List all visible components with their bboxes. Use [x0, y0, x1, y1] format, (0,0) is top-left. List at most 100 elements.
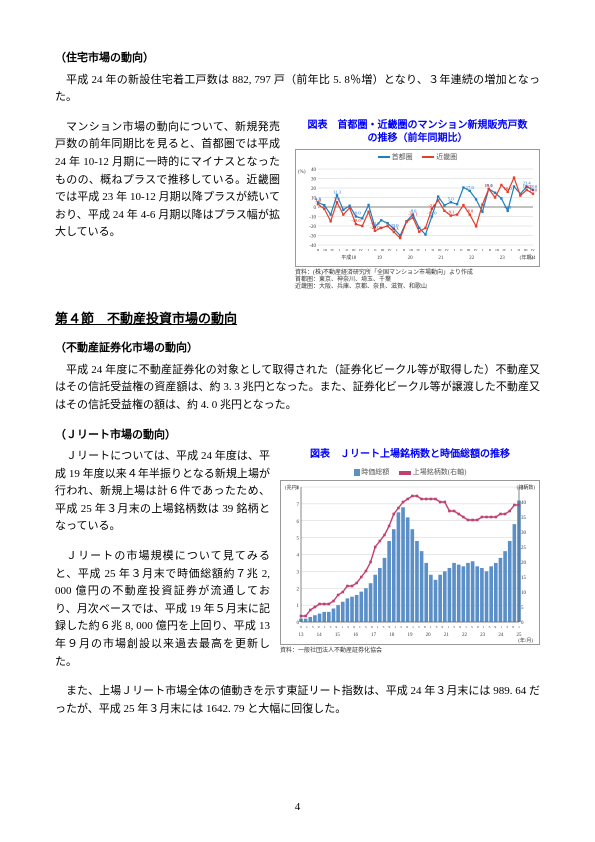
svg-text:17: 17	[371, 633, 377, 638]
svg-text:(年期): (年期)	[520, 254, 534, 261]
svg-text:16: 16	[353, 633, 359, 638]
svg-text:1: 1	[377, 625, 379, 629]
svg-text:1: 1	[359, 625, 361, 629]
heading-securitization: （不動産証券化市場の動向）	[55, 340, 540, 358]
svg-text:5: 5	[489, 625, 491, 629]
svg-text:IV: IV	[445, 248, 449, 252]
svg-text:III: III	[438, 248, 442, 252]
svg-text:III: III	[381, 248, 385, 252]
svg-text:5: 5	[312, 625, 314, 629]
chart2-container: 図表 Ｊリート上場銘柄数と時価総額の推移 時価総額 上場銘柄数(右軸) 0123…	[280, 448, 540, 655]
svg-text:3.0: 3.0	[315, 198, 321, 203]
svg-text:9: 9	[300, 625, 302, 629]
svg-text:20: 20	[311, 187, 317, 192]
svg-text:I: I	[396, 248, 398, 252]
svg-text:1: 1	[483, 625, 485, 629]
chart1-title-l1: 図表 首都圏・近畿圏のマンション新規販売戸数	[308, 120, 528, 131]
svg-text:9: 9	[389, 625, 391, 629]
svg-text:II: II	[345, 248, 348, 252]
svg-text:5: 5	[365, 625, 367, 629]
svg-text:20: 20	[408, 256, 414, 261]
para-jreit-3: また、上場Ｊリート市場全体の値動きを示す東証リート指数は、平成 24 年３月末に…	[55, 683, 540, 718]
svg-text:-20: -20	[309, 225, 316, 230]
svg-text:20: 20	[426, 633, 432, 638]
svg-text:III: III	[524, 248, 528, 252]
svg-text:I: I	[339, 248, 341, 252]
para-jreit-1: Ｊリートについては、平成 24 年度は、平成 19 年度以来４年半振りとなる新規…	[55, 448, 270, 536]
svg-text:9: 9	[318, 625, 320, 629]
svg-text:II: II	[317, 248, 320, 252]
svg-text:17.0: 17.0	[466, 185, 475, 190]
svg-text:3: 3	[297, 571, 300, 576]
svg-text:-9.1: -9.1	[447, 210, 454, 215]
heading-housing: （住宅市場の動向）	[55, 50, 540, 68]
section4-title: 第４節 不動産投資市場の動向	[55, 309, 540, 330]
svg-text:I: I	[511, 248, 513, 252]
svg-text:IV: IV	[330, 248, 334, 252]
svg-text:-18.0: -18.0	[351, 218, 361, 223]
svg-text:5: 5	[471, 625, 473, 629]
svg-text:III: III	[352, 248, 356, 252]
svg-text:IV: IV	[474, 248, 478, 252]
svg-text:5.0: 5.0	[334, 196, 340, 201]
svg-text:21: 21	[438, 256, 444, 261]
jreit-two-col: Ｊリートについては、平成 24 年度は、平成 19 年度以来４年半振りとなる新規…	[55, 448, 540, 683]
svg-text:5.0: 5.0	[448, 196, 454, 201]
svg-text:5: 5	[418, 625, 420, 629]
svg-text:5: 5	[453, 625, 455, 629]
svg-text:5: 5	[383, 625, 385, 629]
jreit-text-col: Ｊリートについては、平成 24 年度は、平成 19 年度以来４年半振りとなる新規…	[55, 448, 270, 683]
svg-text:9: 9	[424, 625, 426, 629]
svg-text:25: 25	[521, 546, 527, 551]
svg-text:IV: IV	[359, 248, 363, 252]
svg-text:5: 5	[330, 625, 332, 629]
housing-text-col: マンション市場の動向について、新規発売戸数の前年同期比を見ると、首都圏では平成 …	[55, 119, 280, 254]
para-jreit-2: Ｊリートの市場規模について見てみると、平成 25 年３月末で時価総額約７兆 2,…	[55, 548, 270, 671]
svg-text:40: 40	[311, 168, 317, 173]
svg-text:-11.1: -11.1	[408, 212, 417, 217]
svg-text:16.0: 16.0	[504, 186, 513, 191]
svg-text:22: 22	[462, 633, 468, 638]
svg-text:-4.0: -4.0	[504, 205, 512, 210]
chart1-legend: 首都圏 近畿圏	[296, 150, 539, 165]
svg-text:III: III	[409, 248, 413, 252]
svg-text:I: I	[454, 248, 456, 252]
svg-text:19: 19	[377, 256, 383, 261]
svg-text:II: II	[517, 248, 520, 252]
svg-text:-2.0: -2.0	[428, 203, 436, 208]
svg-text:1: 1	[341, 625, 343, 629]
chart1-box: 首都圏 近畿圏 -40-30-20-10010203040(%)4.812.3-…	[295, 149, 540, 267]
svg-text:14: 14	[317, 633, 323, 638]
svg-text:9: 9	[442, 625, 444, 629]
svg-text:10: 10	[521, 591, 527, 596]
para-securitization-1: 平成 24 年度に不動産証券化の対象として取得された（証券化ビークル等が取得した…	[55, 362, 540, 415]
svg-text:1: 1	[447, 625, 449, 629]
svg-text:-26.3: -26.3	[389, 226, 399, 231]
svg-text:IV: IV	[502, 248, 506, 252]
chart2-legend-swatch-1	[354, 469, 360, 476]
svg-text:9: 9	[335, 625, 337, 629]
svg-text:(銘柄数): (銘柄数)	[517, 484, 536, 491]
svg-text:1: 1	[430, 625, 432, 629]
svg-text:7: 7	[297, 503, 300, 508]
svg-text:0: 0	[521, 621, 524, 626]
chart2-title: 図表 Ｊリート上場銘柄数と時価総額の推移	[280, 448, 540, 461]
chart1-legend-swatch-2	[422, 156, 434, 158]
chart1-title-l2: の推移（前年同期比）	[368, 133, 468, 144]
chart2-svg: 012345678051015202530354045(兆円)(銘柄数)9159…	[281, 481, 539, 644]
svg-text:1: 1	[324, 625, 326, 629]
chart2-legend-swatch-2	[399, 471, 411, 475]
svg-text:1: 1	[297, 604, 300, 609]
svg-text:9: 9	[512, 625, 514, 629]
svg-text:0: 0	[297, 621, 300, 626]
svg-text:20: 20	[521, 561, 527, 566]
svg-text:30: 30	[521, 531, 527, 536]
svg-text:9: 9	[371, 625, 373, 629]
svg-text:1: 1	[518, 625, 520, 629]
svg-text:40: 40	[521, 501, 527, 506]
svg-text:III: III	[467, 248, 471, 252]
svg-text:23: 23	[480, 633, 486, 638]
chart1-svg: -40-30-20-10010203040(%)4.812.3-10.0-21.…	[296, 165, 539, 265]
svg-text:IV: IV	[531, 248, 535, 252]
svg-text:12.3: 12.3	[333, 189, 342, 194]
